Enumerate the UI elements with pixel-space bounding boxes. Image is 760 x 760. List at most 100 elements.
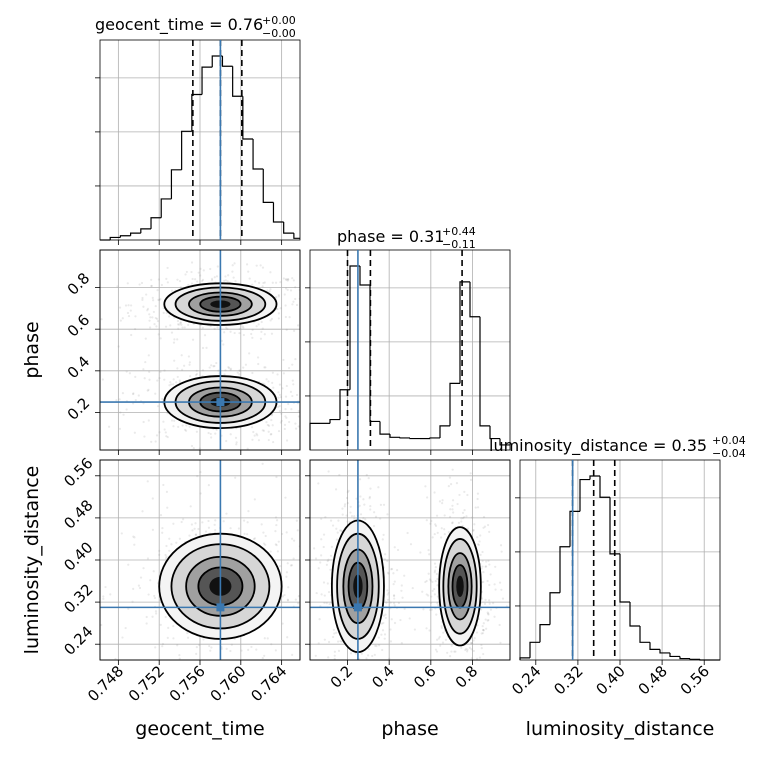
hist-bin bbox=[469, 281, 480, 318]
sample-point bbox=[365, 473, 368, 477]
sample-point bbox=[176, 644, 179, 647]
sample-point bbox=[127, 563, 130, 566]
sample-point bbox=[156, 289, 159, 292]
sample-point bbox=[291, 363, 294, 366]
sample-point bbox=[257, 439, 261, 442]
sample-point bbox=[267, 438, 270, 442]
sample-point bbox=[246, 533, 249, 536]
sample-point bbox=[180, 323, 183, 326]
sample-point bbox=[286, 562, 289, 565]
sample-point bbox=[194, 373, 198, 377]
sample-point bbox=[333, 657, 336, 660]
sample-point bbox=[341, 695, 343, 697]
sample-point bbox=[465, 647, 468, 650]
sample-point bbox=[150, 440, 153, 443]
sample-point bbox=[181, 326, 184, 329]
hist-bin bbox=[559, 546, 570, 593]
sample-point bbox=[288, 316, 291, 319]
sample-point bbox=[393, 580, 396, 583]
sample-point bbox=[191, 338, 195, 341]
sample-point bbox=[436, 686, 438, 688]
hist-bin bbox=[242, 96, 254, 140]
sample-point bbox=[370, 666, 372, 668]
sample-point bbox=[476, 536, 479, 539]
sample-point bbox=[315, 414, 317, 416]
sample-point bbox=[452, 511, 455, 514]
y-tick-label: 0.32 bbox=[60, 580, 96, 616]
svg-text:−0.00: −0.00 bbox=[262, 27, 296, 40]
hist-bin bbox=[699, 659, 710, 661]
sample-point bbox=[320, 517, 323, 520]
sample-point bbox=[210, 279, 214, 282]
sample-point bbox=[326, 559, 329, 563]
sample-point bbox=[157, 298, 160, 301]
sample-point bbox=[276, 373, 279, 376]
sample-point bbox=[178, 379, 181, 382]
sample-point bbox=[159, 370, 162, 373]
sample-point bbox=[272, 386, 275, 389]
sample-point bbox=[441, 499, 444, 502]
sample-point bbox=[175, 674, 177, 676]
sample-point bbox=[261, 656, 264, 660]
sample-point bbox=[438, 500, 442, 503]
sample-point bbox=[333, 654, 336, 657]
sample-point bbox=[468, 646, 471, 649]
sample-point bbox=[431, 580, 434, 584]
sample-point bbox=[267, 380, 270, 383]
sample-point bbox=[271, 281, 274, 284]
sample-point bbox=[154, 610, 158, 613]
sample-point bbox=[260, 523, 263, 526]
sample-point bbox=[202, 269, 205, 272]
sample-point bbox=[465, 415, 467, 417]
sample-point bbox=[368, 497, 371, 500]
truth-marker bbox=[216, 603, 225, 612]
sample-point bbox=[152, 299, 155, 302]
sample-point bbox=[262, 531, 265, 534]
sample-point bbox=[109, 593, 112, 596]
sample-point bbox=[284, 415, 287, 418]
sample-point bbox=[124, 304, 128, 307]
sample-point bbox=[485, 664, 487, 666]
sample-point bbox=[411, 586, 414, 590]
sample-point bbox=[480, 647, 483, 650]
sample-point bbox=[443, 514, 446, 517]
sample-point bbox=[422, 608, 425, 611]
sample-point bbox=[247, 510, 250, 513]
sample-point bbox=[178, 654, 181, 657]
sample-point bbox=[209, 267, 212, 271]
sample-point bbox=[176, 367, 179, 370]
sample-point bbox=[132, 535, 135, 538]
sample-point bbox=[318, 679, 320, 681]
hist-bin bbox=[232, 66, 243, 97]
sample-point bbox=[242, 366, 245, 369]
sample-point bbox=[456, 502, 459, 506]
sample-point bbox=[408, 617, 411, 620]
sample-point bbox=[287, 366, 291, 370]
density-fill-4 bbox=[456, 575, 464, 597]
sample-point bbox=[212, 365, 215, 368]
sample-point bbox=[289, 390, 293, 394]
sample-point bbox=[133, 536, 136, 539]
sample-point bbox=[306, 504, 308, 506]
truth-marker bbox=[216, 398, 225, 407]
sample-point bbox=[381, 538, 384, 541]
sample-point bbox=[247, 648, 250, 651]
sample-point bbox=[151, 296, 154, 300]
sample-point bbox=[500, 550, 503, 553]
sample-point bbox=[463, 490, 466, 493]
hist-panel-dist-frame bbox=[519, 459, 721, 661]
sample-point bbox=[247, 270, 250, 273]
sample-point bbox=[353, 667, 355, 669]
sample-point bbox=[367, 647, 370, 651]
sample-point bbox=[440, 527, 443, 530]
sample-point bbox=[325, 711, 327, 713]
hist-bin bbox=[459, 281, 470, 384]
sample-point bbox=[389, 640, 393, 643]
sample-point bbox=[161, 527, 164, 530]
sample-point bbox=[320, 346, 322, 348]
sample-point bbox=[150, 284, 153, 288]
sample-point bbox=[148, 370, 151, 373]
sample-point bbox=[362, 672, 364, 674]
hist-bin bbox=[609, 497, 620, 555]
sample-point bbox=[445, 686, 447, 688]
